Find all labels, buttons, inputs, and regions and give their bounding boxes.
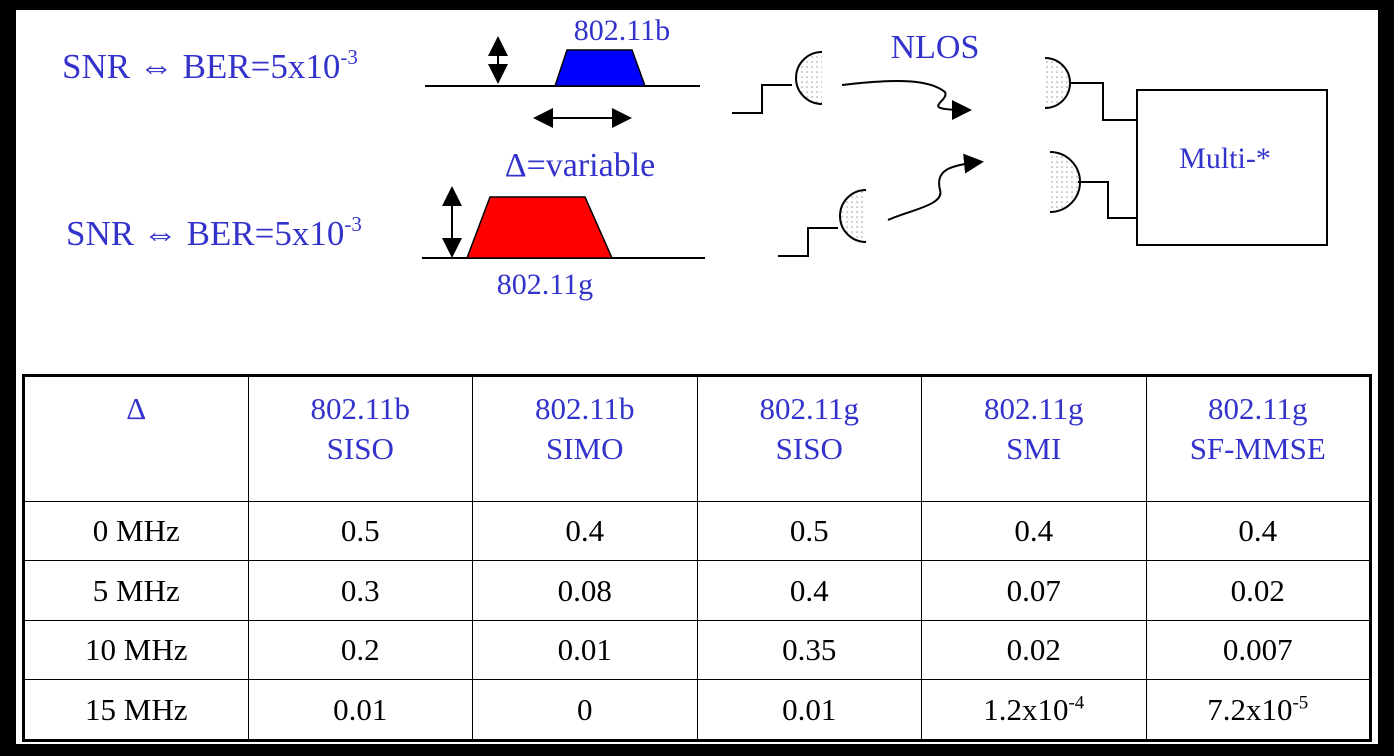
table-cell: 15 MHz: [23, 679, 249, 741]
table-cell: 7.2x10-5: [1145, 679, 1371, 741]
cell-text: 0.01: [782, 691, 837, 727]
cell-text: 10 MHz: [85, 631, 188, 667]
header-text: Δ: [126, 391, 147, 426]
cell-text: 0.3: [340, 572, 380, 608]
label-exponent: -3: [344, 212, 362, 236]
band-g: [465, 196, 614, 259]
cell-text: 0.02: [1230, 572, 1285, 608]
band-b: [553, 49, 647, 87]
header-text: SISO: [775, 431, 843, 466]
antenna: [1044, 57, 1071, 109]
label-exponent: -3: [340, 45, 358, 69]
header-text: SMI: [1006, 431, 1062, 466]
cell-text: 0.5: [789, 513, 829, 549]
table-cell: 1.2x10-4: [921, 679, 1147, 741]
table-cell: 0: [472, 679, 698, 741]
table-cell: 0 MHz: [23, 500, 249, 562]
table-cell: 5 MHz: [23, 560, 249, 621]
cell-text: 0.4: [565, 513, 605, 549]
table-cell: 0.4: [1145, 500, 1371, 562]
table-cell: 0.4: [696, 560, 922, 621]
antenna: [795, 51, 823, 105]
cell-text: 0.08: [557, 572, 612, 608]
antenna: [840, 190, 866, 242]
cell-text: 0: [577, 691, 593, 727]
table-cell: 0.5: [696, 500, 922, 562]
label-base: SNR ⇔ BER=5x10: [66, 214, 344, 253]
table-cell: 0.4: [921, 500, 1147, 562]
table-cell: 0.02: [1145, 560, 1371, 621]
cell-text: 0.07: [1006, 572, 1061, 608]
header-text: SIMO: [545, 431, 624, 466]
header-cell: Δ: [23, 375, 249, 502]
cell-exponent: -5: [1292, 692, 1309, 714]
table-cell: 0.02: [921, 619, 1147, 681]
table-cell: 0.3: [247, 560, 473, 621]
table-row: 15 MHz 0.01 0 0.01 1.2x10-4 7.2x10-5: [23, 679, 1371, 741]
header-cell: 802.11g SISO: [696, 375, 922, 502]
antenna: [1050, 152, 1080, 212]
cell-text: 0.4: [1238, 513, 1278, 549]
header-text: 802.11b: [310, 391, 411, 426]
antenna: [839, 189, 867, 243]
header-text: SF-MMSE: [1189, 431, 1326, 466]
channel-label: NLOS: [891, 29, 980, 66]
table-row: 5 MHz 0.3 0.08 0.4 0.07 0.02: [23, 560, 1371, 621]
table-cell: 0.35: [696, 619, 922, 681]
header-text: 802.11g: [759, 391, 860, 426]
delta-label: Δ=variable: [505, 147, 656, 184]
header-text: 802.11g: [1207, 391, 1308, 426]
table-row: 10 MHz 0.2 0.01 0.35 0.02 0.007: [23, 619, 1371, 681]
antenna: [796, 52, 822, 104]
table-cell: 0.4: [472, 500, 698, 562]
antenna: [1049, 151, 1081, 213]
cell-text: 15 MHz: [85, 691, 188, 727]
cell-exponent: -4: [1068, 692, 1085, 714]
table-cell: 0.007: [1145, 619, 1371, 681]
table-cell: 0.2: [247, 619, 473, 681]
cell-text: 0.4: [789, 572, 829, 608]
label-base: SNR ⇔ BER=5x10: [62, 47, 340, 86]
header-cell: 802.11b SISO: [247, 375, 473, 502]
cell-text: 0.5: [340, 513, 380, 549]
antenna: [1045, 58, 1070, 108]
table-cell: 0.07: [921, 560, 1147, 621]
cell-base: 1.2x10: [983, 691, 1069, 727]
band-label: 802.11b: [574, 14, 670, 47]
table-cell: 0.01: [696, 679, 922, 741]
cell-text: 0.01: [333, 691, 388, 727]
header-cell: 802.11b SIMO: [472, 375, 698, 502]
snr-label: SNR ⇔ BER=5x10-3: [66, 212, 362, 253]
diagram: SNR ⇔ BER=5x10-3 SNR ⇔ BER=5x10-3 802.11…: [62, 14, 1328, 301]
receiver-label: Multi-*: [1179, 142, 1271, 175]
cell-base: 7.2x10: [1207, 691, 1293, 727]
results-table: Δ 802.11b SISO 802.11b SIMO 802.11g SISO 802.11…: [22, 374, 1372, 742]
cell-text: 0.4: [1014, 513, 1054, 549]
header-text: 802.11g: [983, 391, 1084, 426]
header-text: SISO: [326, 431, 394, 466]
header-cell: 802.11g SF-MMSE: [1145, 375, 1371, 502]
cell-text: 5 MHz: [92, 572, 180, 608]
header-cell: 802.11g SMI: [921, 375, 1147, 502]
cell-text: 0 MHz: [92, 513, 180, 549]
cell-text: 0.007: [1222, 631, 1293, 667]
band-label: 802.11g: [497, 268, 593, 301]
cell-text: 0.2: [340, 631, 380, 667]
header-text: 802.11b: [534, 391, 635, 426]
table-cell: 0.08: [472, 560, 698, 621]
cell-text: 0.35: [782, 631, 837, 667]
table-row: 0 MHz 0.5 0.4 0.5 0.4 0.4: [23, 500, 1371, 562]
table-cell: 0.5: [247, 500, 473, 562]
cell-text: 0.01: [557, 631, 612, 667]
table-cell: 10 MHz: [23, 619, 249, 681]
header-row: Δ 802.11b SISO 802.11b SIMO 802.11g SISO 802.11…: [23, 375, 1371, 502]
cell-text: 0.02: [1006, 631, 1061, 667]
table-cell: 0.01: [247, 679, 473, 741]
table-cell: 0.01: [472, 619, 698, 681]
snr-label: SNR ⇔ BER=5x10-3: [62, 45, 358, 86]
